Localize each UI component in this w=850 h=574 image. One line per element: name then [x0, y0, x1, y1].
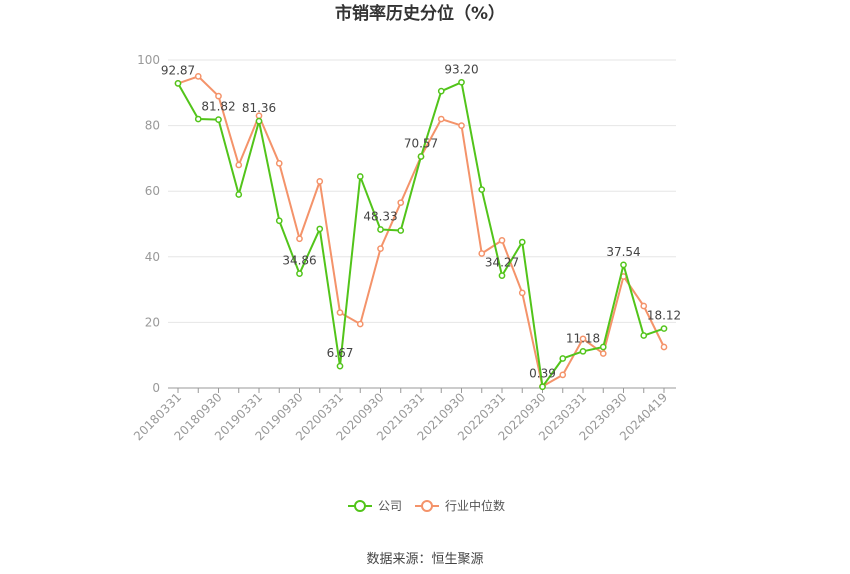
data-point — [498, 272, 506, 279]
data-label: 34.27 — [485, 256, 519, 270]
legend-item-industry-median[interactable]: 行业中位数 — [415, 498, 505, 513]
data-label: 34.86 — [282, 254, 316, 268]
legend-marker — [354, 500, 366, 512]
legend-label: 公司 — [378, 499, 402, 513]
data-point — [559, 371, 567, 379]
data-label: 81.82 — [201, 100, 235, 114]
data-point — [417, 153, 425, 160]
data-point — [518, 289, 526, 297]
data-point — [478, 250, 486, 257]
y-axis: 0 20 40 60 80 100 — [137, 53, 160, 395]
data-point — [174, 80, 182, 87]
legend-item-company[interactable]: 公司 — [348, 499, 402, 513]
data-point — [559, 355, 567, 362]
series-layer — [174, 73, 668, 391]
data-point — [458, 78, 465, 86]
data-label: 92.87 — [161, 63, 195, 77]
data-point — [397, 227, 405, 234]
data-point — [579, 347, 587, 355]
data-point — [579, 335, 587, 343]
y-tick-label: 20 — [145, 315, 160, 329]
x-axis: 2018033120180930201903312019093020200331… — [131, 387, 676, 443]
data-point — [518, 238, 526, 246]
data-point — [215, 92, 222, 100]
data-point — [215, 116, 222, 123]
data-point — [620, 261, 627, 269]
data-label: 48.33 — [363, 209, 397, 223]
data-point — [437, 87, 445, 95]
data-label: 37.54 — [606, 245, 640, 259]
data-point — [660, 325, 668, 332]
data-label: 93.20 — [444, 62, 478, 76]
data-point — [356, 320, 364, 328]
y-tick-label: 80 — [145, 119, 160, 133]
data-point — [437, 115, 445, 123]
data-point — [336, 309, 344, 316]
data-label: 18.12 — [647, 309, 681, 323]
data-point — [296, 235, 303, 243]
data-point — [235, 191, 243, 198]
y-tick-label: 0 — [152, 381, 160, 395]
data-point — [296, 270, 303, 278]
data-point — [478, 186, 486, 193]
data-point — [377, 245, 384, 252]
data-point — [377, 226, 384, 233]
data-point — [599, 343, 607, 351]
data-label: 11.18 — [566, 331, 600, 345]
data-point — [640, 302, 648, 310]
legend-label: 行业中位数 — [445, 498, 505, 513]
data-point — [194, 115, 202, 123]
series-industry-median — [174, 73, 668, 390]
data-point — [275, 217, 283, 225]
data-point — [336, 362, 344, 370]
data-point — [660, 343, 668, 351]
data-label: 6.67 — [327, 346, 354, 360]
data-point — [235, 161, 243, 169]
data-point — [275, 159, 283, 167]
data-point — [640, 332, 648, 339]
data-point — [255, 117, 263, 125]
data-point — [397, 199, 405, 207]
source-text: 数据来源：恒生聚源 — [366, 552, 483, 567]
data-point — [356, 173, 364, 180]
y-tick-label: 100 — [137, 53, 160, 67]
series-company — [174, 78, 668, 391]
data-point — [316, 178, 324, 185]
legend-marker — [421, 500, 433, 512]
data-point — [458, 122, 465, 129]
grid — [168, 59, 676, 323]
data-labels: 92.87 81.82 81.36 34.86 6.67 48.33 70.57 93.20 3… — [161, 62, 681, 380]
legend[interactable]: 公司 行业中位数 — [348, 498, 505, 513]
data-point — [316, 225, 324, 233]
data-point — [194, 73, 202, 80]
data-point — [599, 350, 607, 357]
data-label: 0.39 — [529, 367, 556, 381]
y-tick-label: 60 — [145, 184, 160, 198]
data-label: 81.36 — [242, 101, 276, 115]
chart-title: 市销率历史分位（%） — [335, 3, 505, 24]
y-tick-label: 40 — [145, 250, 160, 264]
data-point — [539, 383, 546, 391]
data-label: 70.57 — [404, 137, 438, 151]
data-point — [498, 237, 506, 244]
